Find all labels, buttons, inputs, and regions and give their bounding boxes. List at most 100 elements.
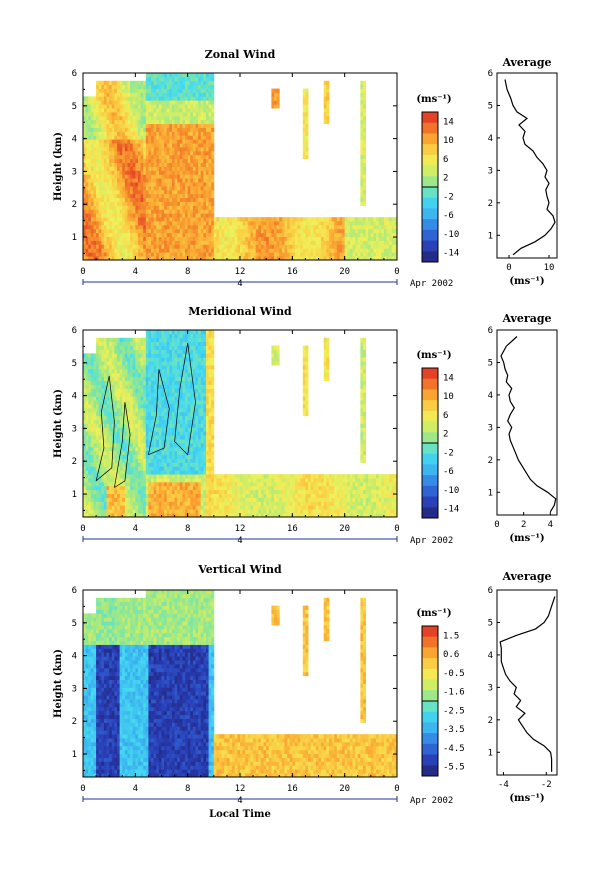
heatmap-cell	[88, 236, 92, 241]
heatmap-cell	[161, 139, 165, 144]
heatmap-cell	[391, 228, 395, 234]
heatmap-cell	[96, 509, 100, 514]
heatmap-cell	[153, 147, 157, 152]
heatmap-cell	[127, 357, 131, 362]
heatmap-cell	[103, 446, 107, 452]
heatmap-cell	[111, 197, 115, 202]
heatmap-cell	[169, 166, 173, 171]
heatmap-cell	[166, 92, 170, 97]
heatmap-cell	[111, 150, 115, 156]
heatmap-cell	[98, 108, 102, 113]
heatmap-cell	[93, 170, 97, 175]
heatmap-cell	[185, 135, 189, 140]
heatmap-cell	[166, 345, 170, 350]
heatmap-cell	[83, 450, 87, 456]
heatmap-cell	[103, 88, 107, 93]
heatmap-cell	[250, 217, 254, 222]
heatmap-cell	[171, 345, 175, 350]
heatmap-cell	[182, 147, 186, 152]
heatmap-cell	[245, 232, 249, 238]
heatmap-cell	[96, 470, 100, 475]
heatmap-cell	[148, 244, 152, 249]
heatmap-cell	[284, 232, 288, 238]
heatmap-cell	[96, 193, 100, 199]
heatmap-cell	[122, 474, 126, 479]
heatmap-cell	[211, 131, 215, 136]
heatmap-cell	[140, 485, 144, 491]
heatmap-cell	[130, 396, 134, 401]
heatmap-cell	[122, 450, 126, 456]
heatmap-cell	[106, 158, 110, 164]
heatmap-cell	[344, 221, 348, 226]
heatmap-cell	[124, 361, 128, 366]
heatmap-cell	[198, 213, 202, 218]
heatmap-cell	[106, 384, 110, 389]
heatmap-cell	[169, 392, 173, 397]
heatmap-cell	[83, 131, 87, 136]
heatmap-cell	[158, 330, 162, 335]
heatmap-cell	[300, 236, 304, 241]
heatmap-cell	[192, 189, 196, 195]
heatmap-cell	[360, 131, 364, 136]
heatmap-cell	[208, 158, 212, 164]
heatmap-cell	[127, 349, 131, 354]
heatmap-cell	[164, 481, 168, 487]
heatmap-cell	[151, 493, 155, 498]
heatmap-cell	[245, 256, 249, 261]
heatmap-cell	[109, 185, 113, 191]
heatmap-cell	[158, 147, 162, 152]
heatmap-cell	[158, 493, 162, 498]
heatmap-cell	[83, 384, 87, 389]
heatmap-cell	[376, 217, 380, 222]
heatmap-cell	[135, 368, 139, 374]
heatmap-cell	[211, 201, 215, 206]
heatmap-cell	[83, 115, 87, 121]
heatmap-cell	[171, 513, 175, 518]
heatmap-cell	[117, 384, 121, 389]
heatmap-cell	[124, 88, 128, 93]
heatmap-cell	[117, 162, 121, 167]
heatmap-cell	[130, 178, 134, 183]
heatmap-cell	[151, 462, 155, 467]
heatmap-cell	[90, 96, 94, 101]
heatmap-cell	[161, 458, 165, 463]
heatmap-cell	[124, 111, 128, 117]
heatmap-cell	[158, 178, 162, 183]
heatmap-cell	[85, 458, 89, 463]
heatmap-cell	[124, 365, 128, 370]
heatmap-cell	[143, 407, 147, 413]
heatmap-cell	[117, 415, 121, 421]
heatmap-cell	[185, 189, 189, 195]
heatmap-cell	[164, 497, 168, 502]
heatmap-cell	[83, 213, 87, 218]
heatmap-cell	[117, 143, 121, 148]
heatmap-cell	[135, 407, 139, 413]
heatmap-cell	[124, 481, 128, 487]
heatmap-cell	[117, 404, 121, 409]
heatmap-cell	[122, 185, 126, 191]
heatmap-cell	[85, 384, 89, 389]
heatmap-cell	[153, 337, 157, 343]
heatmap-cell	[179, 252, 183, 257]
heatmap-cell	[203, 96, 207, 101]
heatmap-cell	[247, 252, 251, 257]
heatmap-cell	[124, 384, 128, 389]
heatmap-cell	[226, 224, 230, 230]
heatmap-cell	[182, 232, 186, 238]
heatmap-cell	[135, 131, 139, 136]
heatmap-cell	[135, 489, 139, 495]
heatmap-cell	[119, 357, 123, 362]
heatmap-cell	[187, 131, 191, 136]
heatmap-cell	[171, 193, 175, 199]
heatmap-cell	[140, 182, 144, 187]
heatmap-cell	[156, 454, 160, 459]
heatmap-cell	[237, 240, 241, 245]
heatmap-cell	[83, 150, 87, 156]
heatmap-cell	[156, 345, 160, 350]
heatmap-cell	[169, 143, 173, 148]
heatmap-cell	[156, 485, 160, 491]
heatmap-cell	[127, 439, 131, 444]
heatmap-cell	[145, 446, 149, 452]
heatmap-cell	[90, 111, 94, 117]
heatmap-cell	[96, 466, 100, 471]
